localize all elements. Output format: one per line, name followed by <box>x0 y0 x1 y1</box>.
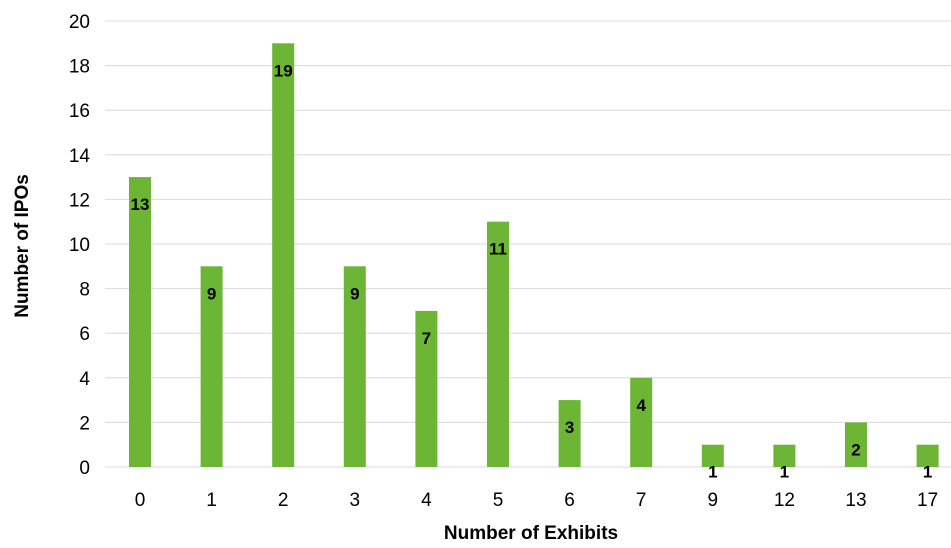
y-tick-labels: 0 2 4 6 8 10 12 14 16 18 20 <box>69 12 91 479</box>
bar <box>558 400 581 467</box>
y-tick-label: 20 <box>69 12 90 33</box>
data-label: 1 <box>923 463 932 482</box>
x-tick-label: 1 <box>206 490 217 511</box>
data-label: 11 <box>489 240 507 259</box>
x-tick-label: 5 <box>493 490 504 511</box>
gridlines <box>105 20 951 468</box>
data-label: 9 <box>207 284 216 303</box>
x-tick-label: 9 <box>708 490 719 511</box>
x-tick-label: 3 <box>350 490 361 511</box>
x-tick-label: 12 <box>774 490 795 511</box>
y-tick-label: 8 <box>79 280 90 301</box>
y-tick-label: 2 <box>79 413 90 434</box>
x-axis-title: Number of Exhibits <box>444 523 618 544</box>
x-tick-label: 0 <box>135 490 146 511</box>
y-tick-label: 18 <box>69 57 90 78</box>
x-tick-label: 13 <box>845 490 866 511</box>
data-label: 1 <box>780 463 789 482</box>
x-tick-label: 2 <box>278 490 289 511</box>
bar <box>129 177 151 467</box>
data-label: 3 <box>565 418 574 437</box>
bar <box>773 444 796 467</box>
data-label: 19 <box>274 61 293 80</box>
bar <box>916 444 939 467</box>
bar <box>630 377 653 467</box>
y-tick-label: 16 <box>69 101 90 122</box>
bar <box>343 266 366 467</box>
x-tick-labels: 0 1 2 3 4 5 6 7 9 12 13 17 <box>135 490 938 511</box>
y-tick-label: 6 <box>79 324 90 345</box>
bar <box>200 266 223 467</box>
bar <box>487 221 509 467</box>
y-tick-label: 12 <box>69 190 90 211</box>
data-label: 2 <box>851 440 860 459</box>
bars <box>129 43 939 468</box>
y-axis-title: Number of IPOs <box>12 174 33 318</box>
data-label: 13 <box>131 195 150 214</box>
data-label: 7 <box>422 329 431 348</box>
data-label: 1 <box>708 463 717 482</box>
bar <box>415 310 438 467</box>
bar <box>272 43 295 468</box>
x-tick-label: 17 <box>917 490 938 511</box>
y-tick-label: 4 <box>79 369 90 390</box>
bar <box>845 422 867 467</box>
y-tick-label: 0 <box>79 458 90 479</box>
bar <box>701 444 724 467</box>
data-label: 9 <box>350 284 359 303</box>
data-label: 4 <box>636 396 646 415</box>
y-tick-label: 14 <box>69 146 91 167</box>
y-tick-label: 10 <box>69 235 90 256</box>
x-tick-label: 6 <box>564 490 575 511</box>
x-tick-label: 7 <box>636 490 647 511</box>
x-tick-label: 4 <box>421 490 432 511</box>
